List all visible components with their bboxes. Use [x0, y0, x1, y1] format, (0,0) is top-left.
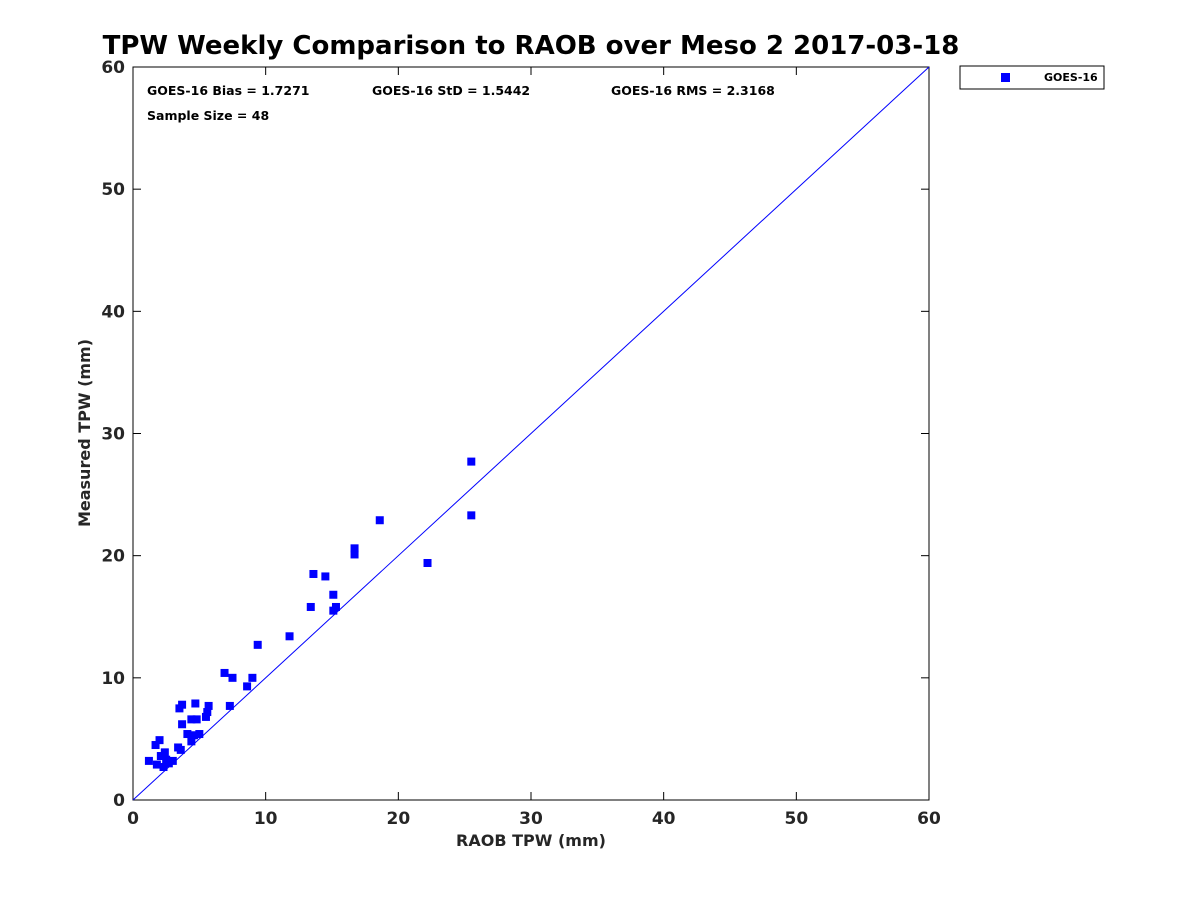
data-point — [152, 760, 161, 769]
data-point — [176, 745, 185, 754]
stat-std: GOES-16 StD = 1.5442 — [372, 83, 530, 98]
y-tick-label: 0 — [113, 791, 125, 811]
y-tick-label: 20 — [101, 547, 125, 567]
data-point — [144, 756, 153, 765]
data-point — [306, 602, 315, 611]
data-point — [203, 708, 212, 717]
data-point — [187, 737, 196, 746]
data-point — [253, 640, 262, 649]
y-axis-label-group: Measured TPW (mm) — [75, 339, 94, 527]
data-point — [178, 700, 187, 709]
data-point — [168, 756, 177, 765]
legend-marker — [1001, 73, 1010, 82]
y-axis-label: Measured TPW (mm) — [75, 339, 94, 527]
stat-bias: GOES-16 Bias = 1.7271 — [147, 83, 309, 98]
y-tick-label: 60 — [101, 58, 125, 78]
data-point — [155, 736, 164, 745]
one-to-one-line — [132, 66, 930, 801]
x-tick-label: 60 — [917, 809, 941, 829]
data-point — [350, 550, 359, 559]
stat-rms: GOES-16 RMS = 2.3168 — [611, 83, 775, 98]
legend: GOES-16 — [959, 65, 1105, 90]
data-points — [144, 457, 476, 772]
data-point — [159, 763, 168, 772]
data-point — [190, 731, 199, 740]
data-point — [285, 632, 294, 641]
x-tick-label: 30 — [519, 809, 543, 829]
data-point — [195, 730, 204, 739]
data-point — [423, 558, 432, 567]
x-tick-label: 40 — [652, 809, 676, 829]
data-point — [329, 590, 338, 599]
reference-line-group — [132, 66, 930, 801]
data-point — [309, 569, 318, 578]
data-point — [467, 511, 476, 520]
data-point — [178, 720, 187, 729]
data-point — [220, 668, 229, 677]
data-point — [321, 572, 330, 581]
data-point — [187, 715, 196, 724]
data-point — [331, 602, 340, 611]
x-tick-label: 10 — [254, 809, 278, 829]
data-point — [228, 673, 237, 682]
data-point — [204, 701, 213, 710]
x-tick-label: 20 — [386, 809, 410, 829]
data-point — [191, 699, 200, 708]
x-tick-label: 50 — [784, 809, 808, 829]
data-point — [350, 544, 359, 553]
axis-ticks: 0 10 20 30 40 50 60 0 10 20 30 40 50 60 — [101, 58, 941, 829]
x-axis-label: RAOB TPW (mm) — [456, 831, 606, 850]
data-point — [375, 516, 384, 525]
data-point — [225, 701, 234, 710]
y-tick-label: 10 — [101, 669, 125, 689]
y-tick-label: 40 — [101, 302, 125, 322]
x-tick-label: 0 — [127, 809, 139, 829]
data-point — [248, 673, 257, 682]
data-point — [160, 748, 169, 757]
data-point — [183, 730, 192, 739]
y-tick-label: 30 — [101, 425, 125, 445]
legend-label: GOES-16 — [1044, 71, 1098, 84]
data-point — [151, 741, 160, 750]
data-point — [192, 715, 201, 724]
data-point — [201, 712, 210, 721]
y-tick-label: 50 — [101, 180, 125, 200]
chart-title: TPW Weekly Comparison to RAOB over Meso … — [103, 31, 960, 61]
legend-box — [959, 65, 1105, 90]
data-point — [243, 682, 252, 691]
data-point — [467, 457, 476, 466]
stat-sample-size: Sample Size = 48 — [147, 108, 269, 123]
